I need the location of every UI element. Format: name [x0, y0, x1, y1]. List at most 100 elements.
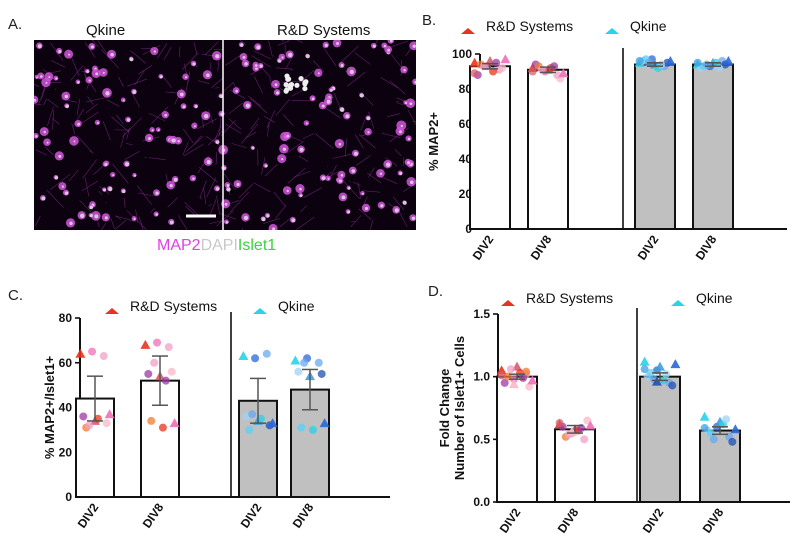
data-point	[657, 60, 666, 69]
nucleus	[61, 185, 64, 188]
neurite	[333, 92, 342, 110]
nucleus	[90, 45, 94, 49]
panel-b-letter: B.	[422, 12, 436, 29]
data-point	[150, 358, 159, 367]
nucleus	[124, 162, 130, 167]
data-point	[555, 419, 564, 428]
nucleus-cluster	[286, 76, 292, 82]
nucleus	[411, 216, 416, 220]
nucleus	[414, 80, 416, 84]
nucleus	[359, 93, 364, 98]
y-tick-label: 0	[465, 222, 472, 236]
nucleus	[58, 154, 62, 158]
data-point	[297, 423, 306, 432]
neurite	[357, 182, 362, 200]
nucleus	[226, 184, 230, 187]
nucleus	[225, 220, 229, 224]
neurite	[205, 136, 222, 147]
neurite	[77, 135, 94, 154]
nucleus	[340, 107, 345, 112]
neurite	[389, 80, 406, 95]
nucleus	[155, 191, 159, 195]
neurite	[101, 49, 120, 69]
nucleus	[148, 136, 152, 140]
data-point	[528, 67, 537, 76]
nucleus	[65, 104, 70, 109]
nucleus	[311, 97, 315, 101]
data-point-triangle	[238, 351, 249, 361]
x-tick-label: DIV2	[640, 505, 667, 535]
y-axis-label: % MAP2+/Islet1+	[42, 355, 57, 459]
nucleus	[361, 192, 364, 195]
neurite	[293, 170, 311, 178]
neurite	[70, 65, 84, 81]
nucleus	[404, 101, 407, 105]
nucleus-cluster	[283, 82, 289, 88]
neurite	[216, 210, 234, 227]
neurite	[50, 60, 66, 68]
neurite	[380, 77, 399, 89]
neurite	[358, 208, 372, 220]
nucleus	[133, 217, 136, 221]
neurite	[183, 144, 204, 157]
neurite	[303, 187, 323, 198]
nucleus	[338, 142, 342, 146]
neurite	[79, 200, 93, 213]
nucleus	[151, 129, 154, 132]
x-tick-label: DIV8	[700, 505, 727, 535]
neurite	[352, 181, 361, 187]
nucleus	[379, 172, 383, 176]
nucleus	[400, 124, 404, 128]
neurite	[275, 67, 293, 70]
neurite	[312, 60, 325, 72]
nucleus	[244, 62, 248, 66]
nucleus	[321, 104, 325, 108]
neurite	[137, 185, 152, 205]
data-point	[256, 414, 265, 423]
nucleus	[215, 187, 220, 191]
nucleus	[402, 200, 407, 205]
x-tick-label: DIV8	[528, 232, 555, 262]
neurite	[76, 98, 81, 116]
data-point	[314, 358, 323, 367]
neurite	[114, 215, 122, 220]
neurite	[358, 134, 376, 149]
neurite	[263, 218, 280, 224]
neurite	[138, 192, 151, 196]
nucleus	[224, 202, 228, 206]
bar	[554, 428, 596, 504]
neurite	[217, 59, 220, 71]
nucleus	[45, 81, 48, 84]
neurite	[208, 204, 212, 207]
neurite	[52, 110, 55, 130]
nucleus	[266, 214, 270, 218]
nucleus	[347, 186, 351, 190]
nucleus	[341, 195, 346, 200]
neurite	[34, 83, 40, 87]
data-point	[144, 369, 153, 378]
neurite	[355, 155, 371, 166]
neurite	[82, 159, 97, 179]
data-point-triangle	[655, 361, 665, 371]
neurite	[269, 75, 273, 89]
neurite	[344, 138, 348, 157]
bar	[496, 375, 538, 503]
data-point-triangle	[585, 420, 596, 430]
panel-d-letter: D.	[428, 283, 443, 300]
nucleus	[182, 105, 186, 109]
data-point-triangle	[140, 339, 151, 349]
neurite	[101, 222, 107, 230]
nucleus	[73, 140, 76, 143]
neurite	[412, 120, 416, 123]
neurite	[216, 195, 220, 214]
nucleus	[192, 62, 196, 66]
nucleus	[321, 176, 326, 180]
neurite	[150, 208, 155, 213]
neurite	[105, 202, 107, 204]
legend-marker	[671, 300, 685, 306]
legend-label: Qkine	[278, 298, 315, 314]
neurite	[137, 65, 153, 75]
neurite	[149, 157, 166, 161]
neurite	[35, 149, 47, 156]
neurite	[118, 76, 124, 87]
